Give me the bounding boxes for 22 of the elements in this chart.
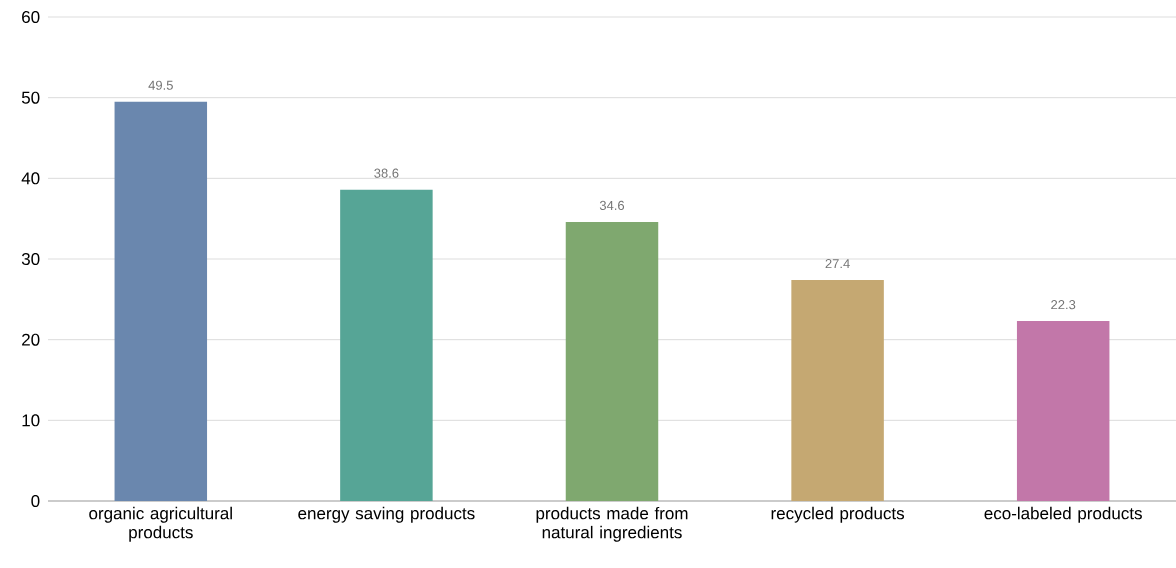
data-label: 38.6 xyxy=(374,168,399,178)
y-tick-label: 10 xyxy=(22,414,40,427)
bar xyxy=(565,221,659,501)
y-tick-label: 40 xyxy=(21,172,40,185)
bar xyxy=(340,189,433,501)
y-tick-label: 60 xyxy=(22,10,40,24)
x-tick-label: organic agricultural products xyxy=(89,506,232,542)
x-tick-label: energy saving products xyxy=(298,506,475,523)
y-tick-label: 30 xyxy=(21,252,40,266)
bar xyxy=(791,279,884,501)
data-label: 22.3 xyxy=(1051,300,1076,310)
y-tick-label: 20 xyxy=(22,333,40,346)
x-tick-label: products made from natural ingredients xyxy=(536,506,688,542)
data-label: 49.5 xyxy=(148,80,173,90)
x-tick-label: recycled products xyxy=(771,506,905,523)
y-tick-label: 0 xyxy=(31,494,40,508)
bar xyxy=(114,101,208,501)
x-tick-label: eco-labeled products xyxy=(984,506,1142,523)
data-label: 34.6 xyxy=(599,200,625,211)
data-label: 27.4 xyxy=(825,259,850,269)
y-tick-label: 50 xyxy=(21,91,40,104)
bar xyxy=(1016,321,1110,501)
